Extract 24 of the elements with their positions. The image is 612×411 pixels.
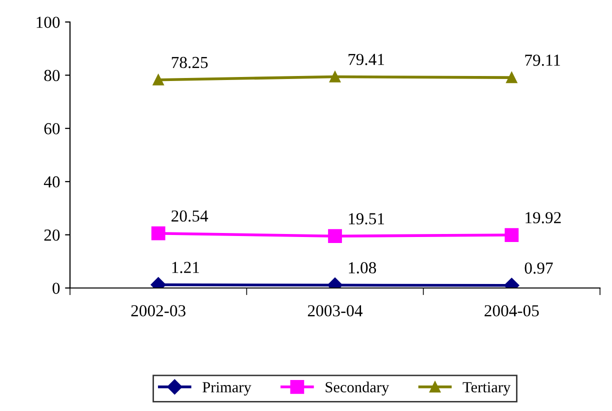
- y-tick-label: 20: [44, 230, 60, 241]
- data-label: 78.25: [172, 56, 208, 68]
- data-label: 1.08: [348, 262, 376, 274]
- y-tick-label: 100: [36, 16, 60, 28]
- data-label: 20.54: [172, 210, 208, 222]
- data-label: 0.97: [524, 262, 553, 274]
- legend-label: Primary: [202, 382, 252, 396]
- point: [152, 74, 164, 86]
- y-tick-label: 40: [44, 176, 60, 188]
- y-tick-label: 0: [52, 282, 60, 294]
- data-label: 19.92: [526, 212, 561, 224]
- y-tick-label: 80: [44, 70, 60, 82]
- data-label: 79.11: [525, 54, 560, 66]
- x-tick-label: 2003-04: [308, 305, 363, 316]
- x-tick-label: 2002-03: [131, 305, 186, 316]
- legend-label: Secondary: [326, 382, 390, 396]
- data-label: 19.51: [348, 213, 384, 224]
- x-tick-label: 2004-05: [484, 305, 539, 316]
- point: [506, 72, 518, 84]
- legend-label: Tertiary: [462, 382, 511, 396]
- y-tick-label: 60: [44, 123, 60, 134]
- point: [329, 71, 341, 82]
- data-label: 79.41: [348, 54, 384, 66]
- data-label: 1.21: [172, 262, 199, 274]
